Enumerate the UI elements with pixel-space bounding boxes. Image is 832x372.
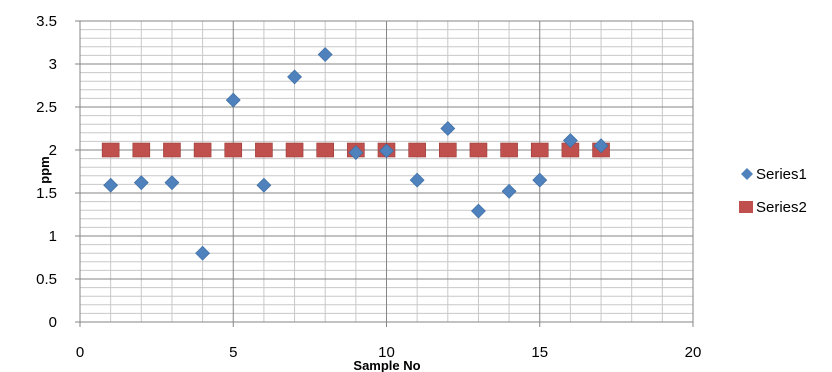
series2-point <box>255 142 273 158</box>
y-tick-label: 1 <box>49 228 57 245</box>
series1-point <box>225 92 241 108</box>
series2-point <box>101 142 120 158</box>
x-tick-label: 20 <box>685 344 702 361</box>
series1-point <box>348 145 364 161</box>
major-gridlines <box>80 20 694 322</box>
series1-point <box>317 47 333 62</box>
legend: Series1 Series2 <box>739 166 807 216</box>
y-tick-label: 3 <box>49 56 57 73</box>
legend-item-series1: Series1 <box>741 166 807 183</box>
series2-point <box>132 142 151 158</box>
series1-point <box>256 177 272 193</box>
legend-label-series2: Series2 <box>756 199 807 216</box>
x-tick-label: 5 <box>229 344 237 361</box>
series1-point <box>287 69 302 85</box>
series1-point <box>532 172 548 188</box>
series2-point <box>285 142 304 158</box>
series1-point <box>501 183 517 199</box>
legend-marker-series1 <box>741 168 753 180</box>
legend-marker-series2 <box>739 201 753 213</box>
series-layer <box>101 47 610 261</box>
series1-point <box>409 172 425 188</box>
y-axis-title: ppm <box>37 156 52 183</box>
series1-point <box>471 203 486 219</box>
series2-point <box>193 142 212 158</box>
y-tick-label: 3.5 <box>36 13 57 30</box>
series1-point <box>379 143 394 159</box>
y-tick-label: 1.5 <box>36 185 57 202</box>
series2-point <box>530 142 549 158</box>
axes <box>75 20 694 327</box>
series1-point <box>593 138 609 154</box>
y-tick-label: 2 <box>49 142 57 159</box>
x-axis-title: Sample No <box>353 358 420 372</box>
y-tick-label: 0.5 <box>36 271 57 288</box>
legend-label-series1: Series1 <box>756 166 807 183</box>
x-tick-label: 10 <box>378 344 395 361</box>
series2-point <box>500 142 518 158</box>
x-tick-label: 0 <box>76 344 84 361</box>
series2-point <box>316 142 335 158</box>
legend-item-series2: Series2 <box>739 199 807 216</box>
x-axis-tick-labels: 0 5 10 15 20 <box>76 344 702 361</box>
series1-point <box>103 177 119 193</box>
series2-point <box>224 142 243 158</box>
x-tick-label: 15 <box>531 344 548 361</box>
series1-point <box>440 121 456 136</box>
series2-point <box>469 142 488 158</box>
series2-point <box>408 142 426 158</box>
series1-point <box>562 133 578 148</box>
series1-point <box>195 245 211 261</box>
series1-point <box>164 175 180 191</box>
y-tick-label: 2.5 <box>36 99 57 116</box>
y-axis-tick-labels: 0 0.5 1 1.5 2 2.5 3 3.5 <box>36 13 57 331</box>
series2-point <box>163 142 181 158</box>
series1-point <box>133 175 149 191</box>
y-tick-label: 0 <box>49 314 57 331</box>
series2-point <box>438 142 457 158</box>
